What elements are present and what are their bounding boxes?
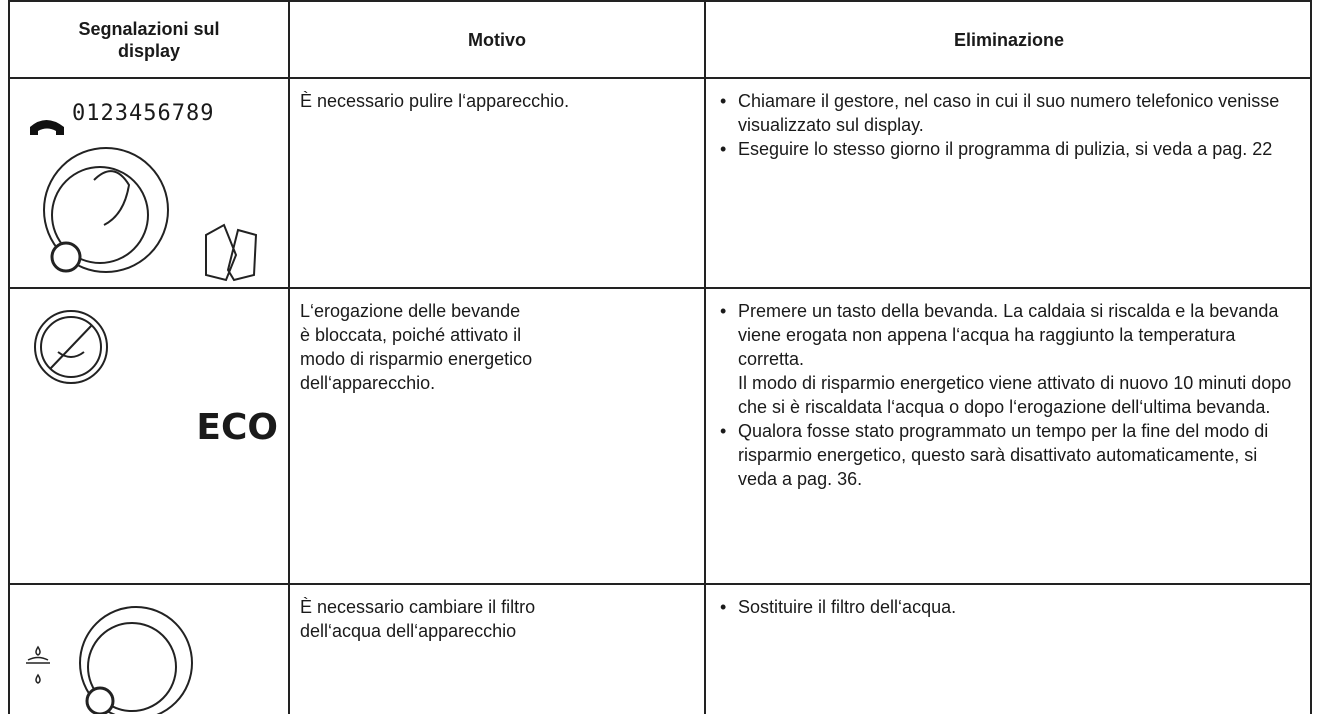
reason-cell: È necessario cambiare il filtro dell‘acqu…	[288, 583, 704, 714]
header-cell: Eliminazione	[704, 0, 1312, 77]
reason-line: È necessario pulire l‘apparecchio.	[300, 91, 570, 111]
remedy-bullet: Chiamare il gestore, nel caso in cui il …	[716, 89, 1298, 137]
remedy-text: Il modo di risparmio energetico viene at…	[738, 373, 1292, 417]
header-cell: Segnalazioni sul display	[8, 0, 288, 77]
remedy-bullet: Premere un tasto della bevanda. La calda…	[716, 299, 1298, 419]
remedy-text: Chiamare il gestore, nel caso in cui il …	[738, 91, 1280, 135]
remedy-cell: Premere un tasto della bevanda. La calda…	[704, 287, 1312, 583]
remedy-text: Eseguire lo stesso giorno il programma d…	[738, 139, 1273, 159]
icon-clean	[30, 120, 258, 282]
reason-line: è bloccata, poiché attivato il	[300, 325, 522, 345]
icon	[16, 593, 286, 714]
header-cell: Motivo	[288, 0, 704, 77]
remedy-text: Qualora fosse stato programmato un tempo…	[738, 421, 1269, 489]
icon-filter	[26, 606, 193, 714]
display-cell: ECO	[8, 287, 288, 583]
display-number: 0123456789	[72, 101, 215, 126]
reason-line: dell‘acqua dell‘apparecchio	[300, 621, 517, 641]
remedy-cell: Sostituire il filtro dell‘acqua.	[704, 583, 1312, 714]
remedy-cell: Chiamare il gestore, nel caso in cui il …	[704, 77, 1312, 287]
reason-line: dell‘apparecchio.	[300, 373, 436, 393]
header-text: Eliminazione	[953, 29, 1065, 50]
reason-cell: L‘erogazione delle bevande è bloccata, po…	[288, 287, 704, 583]
remedy-bullet: Qualora fosse stato programmato un tempo…	[716, 419, 1298, 491]
remedy-bullet: Sostituire il filtro dell‘acqua.	[716, 595, 1298, 619]
reason-cell: È necessario pulire l‘apparecchio.	[288, 77, 704, 287]
display-cell	[8, 583, 288, 714]
display-eco: ECO	[196, 407, 278, 448]
remedy-text: Premere un tasto della bevanda. La calda…	[738, 301, 1279, 369]
display-cell: 0123456789	[8, 77, 288, 287]
reason-line: modo di risparmio energetico	[300, 349, 533, 369]
header-text: Segnalazioni sul display	[78, 18, 220, 61]
remedy-text: Sostituire il filtro dell‘acqua.	[738, 597, 957, 617]
icon	[16, 85, 286, 290]
icon	[16, 297, 286, 422]
remedy-bullet: Eseguire lo stesso giorno il programma d…	[716, 137, 1298, 161]
table-frame	[8, 0, 1312, 714]
header-text: Motivo	[468, 29, 526, 50]
reason-line: L‘erogazione delle bevande	[300, 301, 521, 321]
reason-line: È necessario cambiare il filtro	[300, 597, 536, 617]
icon-blocked	[34, 310, 108, 384]
